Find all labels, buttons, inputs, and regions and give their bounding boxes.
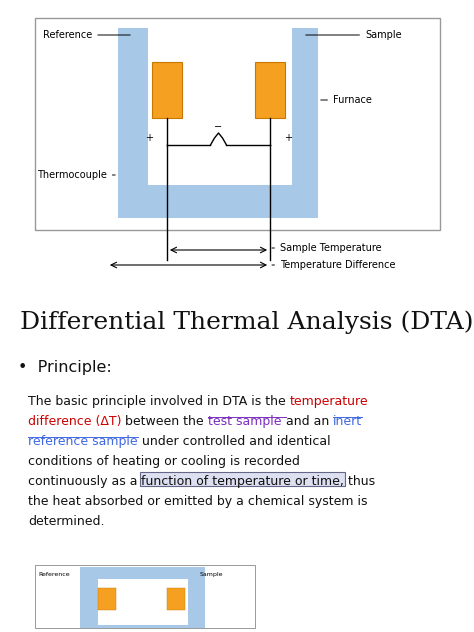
Text: −: − (214, 122, 223, 132)
Text: under controlled and identical: under controlled and identical (137, 435, 330, 448)
Bar (35, 565, 255, 628)
Bar (255, 62, 285, 118)
Bar (152, 62, 182, 118)
Bar (98, 588, 116, 610)
Text: Reference: Reference (38, 572, 70, 577)
Text: Furnace: Furnace (321, 95, 372, 105)
Text: determined.: determined. (28, 515, 104, 528)
Text: test sample: test sample (208, 415, 286, 428)
Text: Temperature Difference: Temperature Difference (272, 260, 395, 270)
Text: The basic principle involved in DTA is the: The basic principle involved in DTA is t… (28, 395, 290, 408)
Text: inert: inert (333, 415, 362, 428)
Text: and an: and an (286, 415, 333, 428)
Text: thus: thus (345, 475, 375, 488)
Text: +: + (284, 133, 292, 143)
Text: the heat absorbed or emitted by a chemical system is: the heat absorbed or emitted by a chemic… (28, 495, 367, 508)
Text: between the: between the (121, 415, 208, 428)
Text: continuously as a: continuously as a (28, 475, 142, 488)
Bar (80, 567, 205, 628)
Text: temperature: temperature (290, 395, 368, 408)
Text: conditions of heating or cooling is recorded: conditions of heating or cooling is reco… (28, 455, 300, 468)
Text: •  Principle:: • Principle: (18, 360, 112, 375)
Bar (98, 579, 188, 625)
Text: Reference: Reference (43, 30, 130, 40)
Bar (167, 588, 185, 610)
Text: difference (ΔT): difference (ΔT) (28, 415, 121, 428)
Text: Sample Temperature: Sample Temperature (272, 243, 382, 253)
Text: Differential Thermal Analysis (DTA): Differential Thermal Analysis (DTA) (20, 310, 474, 334)
Text: Thermocouple: Thermocouple (37, 170, 115, 180)
FancyBboxPatch shape (140, 472, 346, 486)
Text: Sample: Sample (306, 30, 401, 40)
Text: +: + (145, 133, 153, 143)
Text: function of temperature or time,: function of temperature or time, (142, 475, 345, 488)
Bar (118, 28, 318, 218)
Bar (35, 18, 440, 230)
Text: Sample: Sample (200, 572, 224, 577)
Bar (148, 28, 292, 185)
Text: reference sample: reference sample (28, 435, 137, 448)
